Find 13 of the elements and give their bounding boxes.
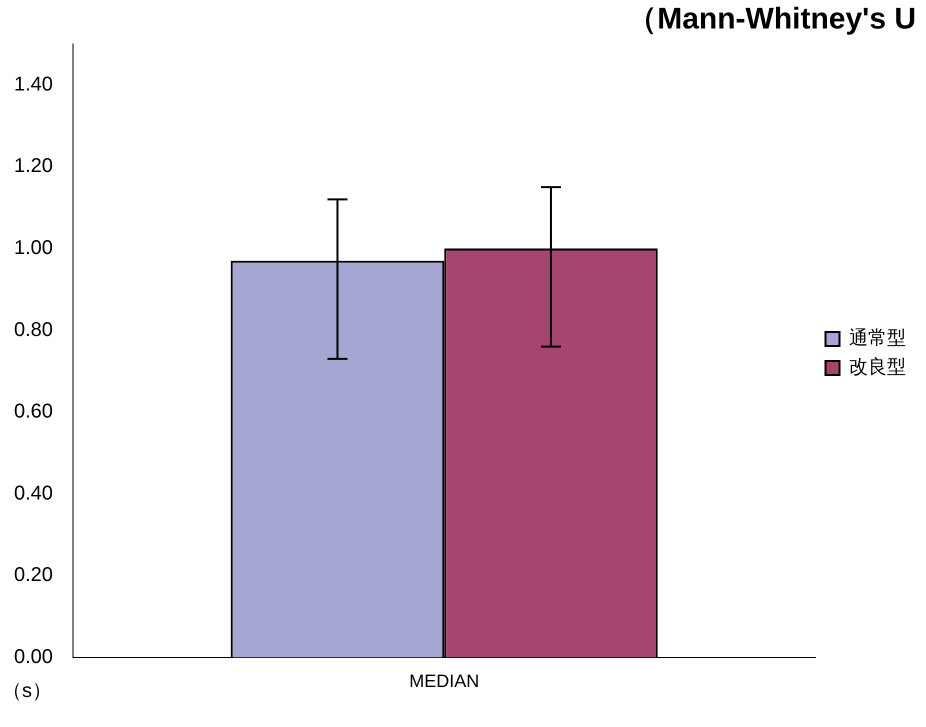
y-tick-label: 1.00 — [14, 236, 53, 259]
y-tick-label: 1.20 — [14, 155, 53, 178]
legend-label: 改良型 — [849, 356, 906, 378]
y-axis-title: （s） — [2, 680, 52, 702]
y-tick-label: 1.40 — [14, 73, 53, 96]
y-tick-label: 0.80 — [14, 318, 53, 341]
chart-title: （Mann-Whitney's U — [627, 2, 916, 36]
y-tick-label: 0.40 — [14, 482, 53, 504]
y-tick-label: 0.60 — [14, 400, 53, 423]
y-tick-label: 0.20 — [14, 564, 53, 586]
x-tick-label: MEDIAN — [409, 671, 480, 692]
y-tick-label: 0.00 — [14, 646, 53, 668]
legend-label: 通常型 — [849, 328, 906, 350]
